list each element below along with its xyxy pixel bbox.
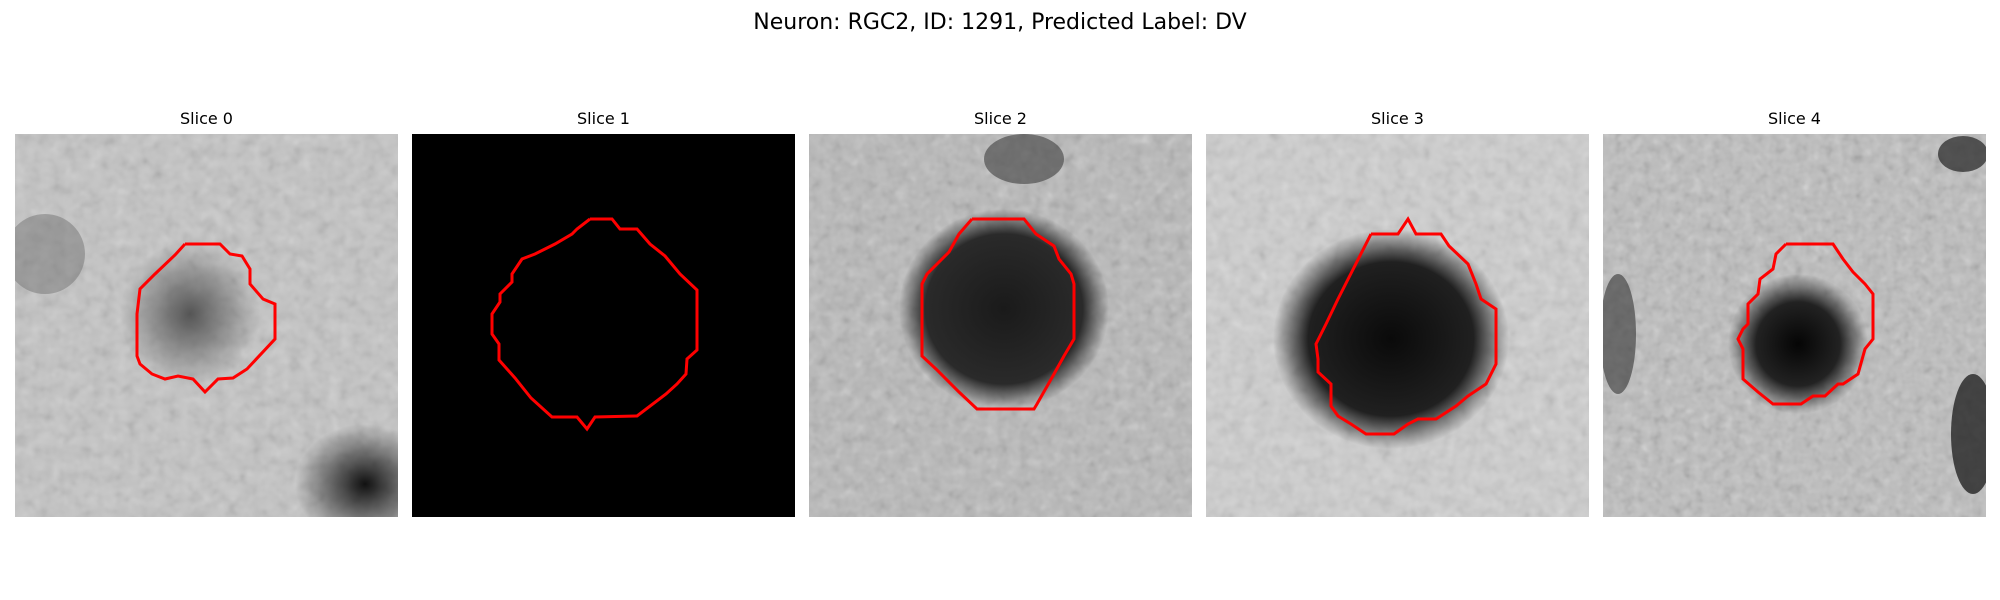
slice-image-2 — [809, 134, 1192, 517]
slice-panel-2: Slice 2 — [809, 108, 1192, 517]
roi-contour — [135, 242, 277, 395]
slice-title-0: Slice 0 — [180, 109, 233, 128]
slice-title-2: Slice 2 — [974, 109, 1027, 128]
dark-region — [1951, 374, 1986, 494]
slice-title-4: Slice 4 — [1768, 109, 1821, 128]
cell-body — [120, 242, 260, 386]
slice-panel-1: Slice 1 — [412, 108, 795, 517]
roi-contour — [1736, 242, 1875, 406]
dark-region — [984, 134, 1064, 184]
roi-contour — [490, 217, 699, 432]
roi-contour — [1314, 216, 1498, 436]
dark-region — [1603, 274, 1636, 394]
dark-region — [295, 424, 398, 517]
slice-background — [412, 134, 795, 517]
cell-body — [1728, 274, 1868, 414]
cell-body — [899, 209, 1109, 409]
slice-image-3 — [1206, 134, 1589, 517]
cell-body — [1273, 229, 1509, 449]
slice-panel-3: Slice 3 — [1206, 108, 1589, 517]
slice-title-3: Slice 3 — [1371, 109, 1424, 128]
dark-region — [15, 214, 85, 294]
roi-contour — [920, 217, 1076, 411]
slice-image-0 — [15, 134, 398, 517]
slice-image-1 — [412, 134, 795, 517]
slice-title-1: Slice 1 — [577, 109, 630, 128]
dark-region — [1938, 136, 1986, 172]
figure-title: Neuron: RGC2, ID: 1291, Predicted Label:… — [753, 10, 1247, 35]
slice-panel-4: Slice 4 — [1603, 108, 1986, 517]
slice-image-4 — [1603, 134, 1986, 517]
slice-panel-0: Slice 0 — [15, 108, 398, 517]
